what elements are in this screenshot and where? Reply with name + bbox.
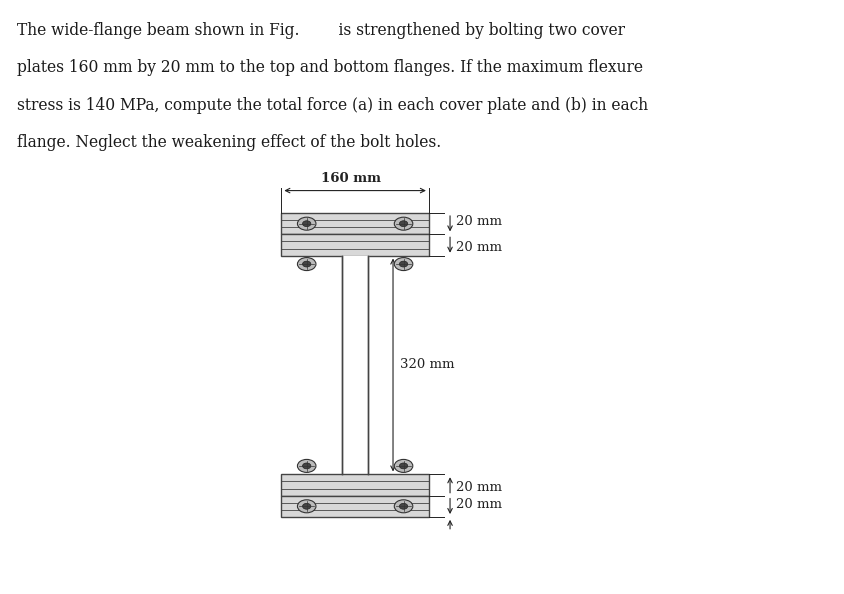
Bar [342,255,367,475]
Circle shape [302,221,311,227]
Circle shape [394,459,413,472]
Text: The wide-flange beam shown in Fig.        is strengthened by bolting two cover: The wide-flange beam shown in Fig. is st… [17,22,624,39]
Circle shape [302,261,311,267]
Bar [281,495,428,517]
Circle shape [399,463,408,469]
Circle shape [394,217,413,230]
Text: 20 mm: 20 mm [456,241,501,254]
Circle shape [302,503,311,509]
Text: 20 mm: 20 mm [456,215,501,228]
Text: 160 mm: 160 mm [321,172,381,185]
Bar [281,234,428,255]
Circle shape [297,217,316,230]
Circle shape [399,221,408,227]
Text: 20 mm: 20 mm [456,481,501,494]
Circle shape [394,258,413,271]
Text: stress is 140 MPa, compute the total force (a) in each cover plate and (b) in ea: stress is 140 MPa, compute the total for… [17,97,647,113]
Bar [281,475,428,495]
Circle shape [297,459,316,472]
Text: 20 mm: 20 mm [456,498,501,511]
Text: 320 mm: 320 mm [399,359,454,371]
Circle shape [399,503,408,509]
Circle shape [399,261,408,267]
Circle shape [302,463,311,469]
Circle shape [297,258,316,271]
Bar [281,213,428,234]
Circle shape [394,500,413,513]
Text: flange. Neglect the weakening effect of the bolt holes.: flange. Neglect the weakening effect of … [17,134,441,151]
Circle shape [297,500,316,513]
Text: plates 160 mm by 20 mm to the top and bottom flanges. If the maximum flexure: plates 160 mm by 20 mm to the top and bo… [17,59,641,76]
